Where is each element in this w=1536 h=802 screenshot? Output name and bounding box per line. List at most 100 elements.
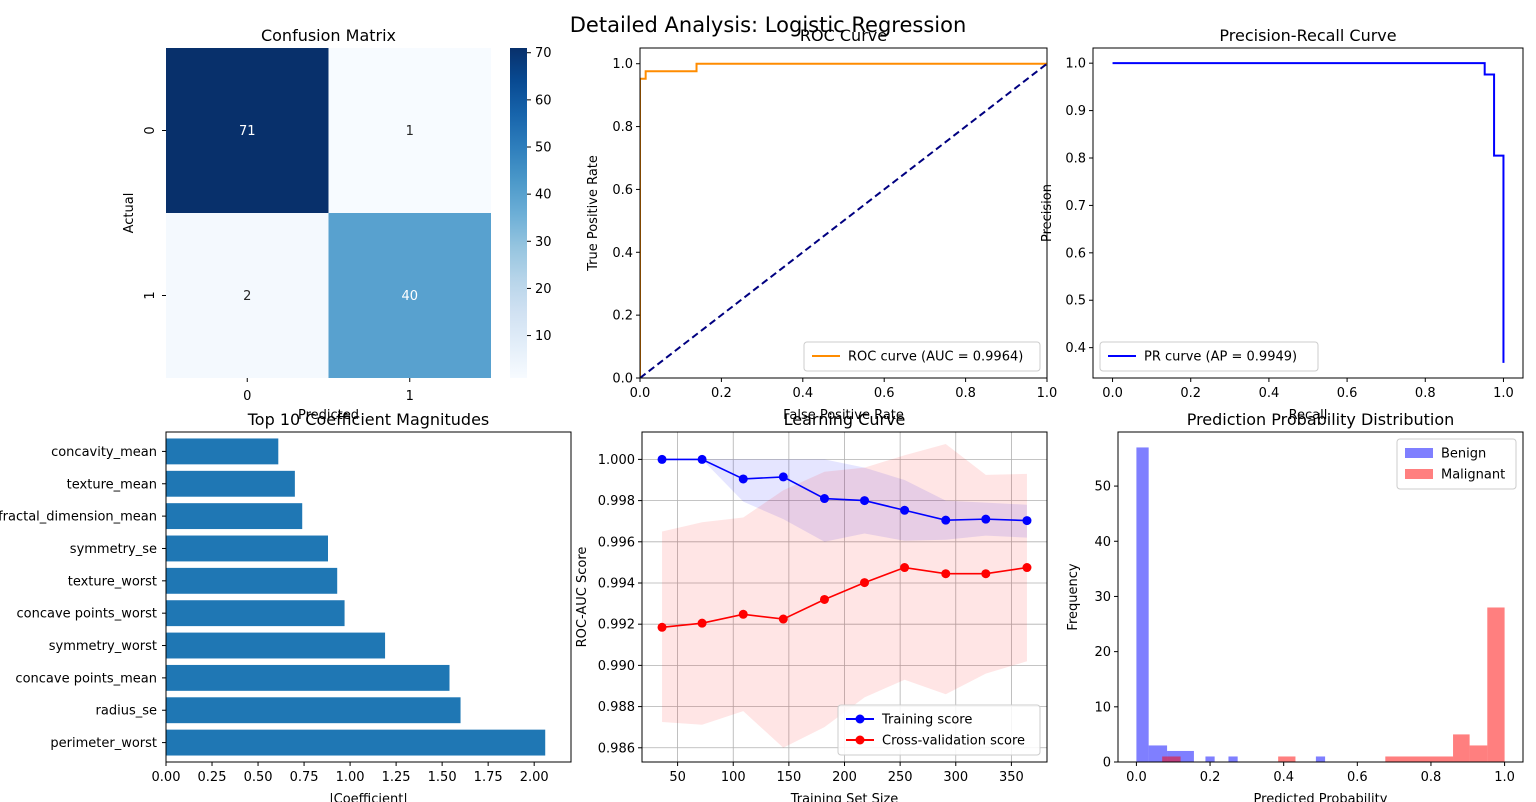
roc-curve-panel: 0.0 0.2 0.4 0.6 0.8 1.0 0.0 0.2 0.4 0.6 0.8 1.0 ROC …: [586, 26, 1057, 423]
hist-ytick-label: 0: [1103, 756, 1111, 771]
cv-score-point: [697, 618, 707, 628]
hist-title: Prediction Probability Distribution: [1187, 410, 1455, 429]
coef-bar: [166, 664, 450, 691]
colorbar-tick-label: 10: [535, 329, 552, 344]
roc-ytick-label: 0.6: [612, 183, 633, 198]
roc-xlabel: False Positive Rate: [783, 408, 904, 423]
coef-feature-label: symmetry_worst: [49, 639, 157, 654]
pr-xtick-label: 0.2: [1180, 386, 1201, 401]
hist-xtick-label: 0.0: [1126, 770, 1147, 785]
pr-xtick-label: 0.4: [1259, 386, 1280, 401]
coef-bar: [166, 503, 303, 530]
learning-ytick-label: 0.994: [598, 576, 635, 591]
benign-bar: [1315, 756, 1326, 762]
confusion-title: Confusion Matrix: [261, 26, 396, 45]
pr-xtick-label: 0.6: [1337, 386, 1358, 401]
benign-bar: [1167, 750, 1194, 762]
coef-xtick-label: 1.25: [382, 770, 411, 785]
coef-feature-label: fractal_dimension_mean: [0, 510, 157, 525]
pr-ytick-label: 0.4: [1065, 341, 1086, 356]
learning-ytick-label: 0.986: [598, 741, 635, 756]
coef-bar: [166, 697, 461, 724]
training-score-point: [819, 494, 829, 504]
learning-xtick-label: 200: [832, 770, 857, 785]
cv-score-point: [860, 578, 870, 588]
coef-feature-label: radius_se: [96, 704, 157, 719]
roc-xtick-label: 0.8: [955, 386, 976, 401]
roc-xtick-label: 0.4: [792, 386, 813, 401]
colorbar-tick-label: 30: [535, 235, 552, 250]
pr-curve-line: [1112, 62, 1505, 363]
probability-histogram-panel: 0.0 0.2 0.4 0.6 0.8 1.0 0 10 20 30 40 50 Prediction …: [1066, 410, 1524, 802]
training-score-point: [738, 474, 748, 484]
learning-legend-label: Training score: [881, 713, 972, 728]
cv-score-point: [900, 563, 910, 573]
cv-score-point: [981, 569, 991, 579]
coef-xtick-label: 0.75: [290, 770, 319, 785]
learning-ytick-label: 0.988: [598, 700, 635, 715]
hist-ytick-label: 20: [1094, 645, 1111, 660]
learning-ylabel: ROC-AUC Score: [575, 547, 590, 648]
coef-xlabel: |Coefficient|: [329, 792, 407, 802]
roc-ylabel: True Positive Rate: [586, 155, 601, 272]
colorbar: [510, 48, 527, 378]
confusion-cell-value: 40: [401, 289, 418, 304]
cv-score-point: [778, 614, 788, 624]
hist-xtick-label: 0.2: [1200, 770, 1221, 785]
colorbar-tick-label: 70: [535, 46, 552, 61]
pr-ytick-label: 0.9: [1065, 104, 1086, 119]
benign-bar: [1205, 756, 1215, 762]
confusion-ytick-label: 1: [143, 291, 158, 299]
confusion-xlabel: Predicted: [298, 408, 359, 423]
learning-ytick-label: 0.992: [598, 618, 635, 633]
roc-legend-label: ROC curve (AUC = 0.9964): [848, 350, 1023, 365]
pr-xtick-label: 0.8: [1415, 386, 1436, 401]
malignant-bar: [1469, 745, 1488, 762]
pr-ytick-label: 0.8: [1065, 152, 1086, 167]
coef-bar: [166, 632, 386, 659]
coef-bar: [166, 535, 328, 562]
confusion-cell: [328, 213, 491, 378]
confusion-cell-value: 1: [406, 124, 414, 139]
learning-legend-box: [837, 704, 1041, 756]
pr-ylabel: Precision: [1040, 184, 1055, 242]
hist-legend-swatch: [1405, 448, 1433, 458]
training-score-point: [860, 496, 870, 506]
roc-xtick-label: 0.0: [630, 386, 651, 401]
roc-xtick-label: 1.0: [1037, 386, 1058, 401]
roc-ytick-label: 0.8: [612, 120, 633, 135]
training-score-point: [941, 515, 951, 525]
learning-curve-panel: 50 100 150 200 250 300 350 0.986 0.988 0.990 0.992…: [575, 410, 1048, 802]
training-score-point: [697, 454, 707, 464]
cv-score-point: [941, 569, 951, 579]
coef-feature-label: concave points_mean: [15, 671, 157, 686]
learning-ytick-label: 0.996: [598, 535, 635, 550]
coef-bar: [166, 729, 546, 756]
training-score-point: [900, 505, 910, 515]
hist-xtick-label: 1.0: [1494, 770, 1515, 785]
confusion-cell: [166, 213, 329, 378]
pr-ytick-label: 1.0: [1065, 57, 1086, 72]
coef-bar: [166, 600, 345, 627]
pr-xtick-label: 1.0: [1493, 386, 1514, 401]
roc-legend-box: [803, 341, 1041, 372]
confusion-cell-value: 71: [239, 124, 256, 139]
confusion-ytick-label: 0: [143, 126, 158, 134]
training-score-line: [662, 458, 1028, 522]
hist-ytick-label: 10: [1094, 700, 1111, 715]
learning-title: Learning Curve: [784, 410, 906, 429]
pr-ytick-label: 0.7: [1065, 199, 1086, 214]
roc-xtick-label: 0.6: [874, 386, 895, 401]
learning-plot-area: [657, 443, 1032, 748]
learning-legend-marker: [855, 735, 865, 745]
roc-title: ROC Curve: [800, 26, 887, 45]
pr-title: Precision-Recall Curve: [1219, 26, 1396, 45]
confusion-ylabel: Actual: [122, 193, 137, 234]
malignant-bar: [1385, 756, 1454, 762]
learning-ytick-label: 0.990: [598, 659, 635, 674]
pr-xtick-label: 0.0: [1102, 386, 1123, 401]
coef-feature-label: texture_worst: [68, 574, 157, 589]
cv-score-point: [819, 594, 829, 604]
confusion-cell: [166, 48, 329, 213]
